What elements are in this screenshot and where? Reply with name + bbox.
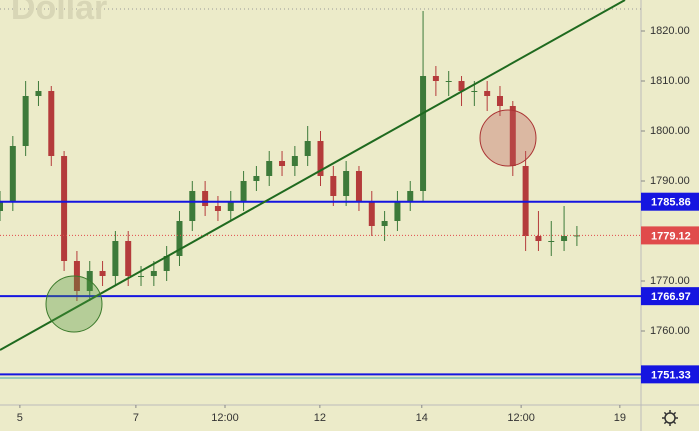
trend-line bbox=[0, 0, 626, 351]
candle-body bbox=[445, 81, 452, 82]
level-label: 1779.12 bbox=[651, 230, 691, 242]
level-label: 1751.33 bbox=[651, 369, 691, 381]
candle-body bbox=[432, 76, 439, 81]
candle-body bbox=[317, 141, 324, 176]
candle-body bbox=[458, 81, 465, 91]
candle-body bbox=[484, 91, 491, 96]
x-tick-label: 19 bbox=[614, 412, 626, 424]
candle-body bbox=[9, 146, 16, 201]
candle-body bbox=[214, 206, 221, 211]
candle-body bbox=[471, 91, 478, 92]
highlight-circle bbox=[45, 275, 103, 333]
level-label: 1785.86 bbox=[651, 197, 691, 209]
candle-body bbox=[548, 241, 555, 242]
candle-body bbox=[150, 271, 157, 276]
candle-body bbox=[407, 191, 414, 201]
x-tick-label: 12:00 bbox=[211, 412, 239, 424]
candle-body bbox=[176, 221, 183, 256]
candle-body bbox=[99, 271, 106, 276]
level-label: 1766.97 bbox=[651, 291, 691, 303]
candle-body bbox=[240, 181, 247, 201]
plot: 1760.001770.001780.001790.001800.001810.… bbox=[0, 11, 699, 424]
level-label-bg bbox=[641, 192, 699, 211]
x-tick-label: 7 bbox=[133, 412, 139, 424]
candle-body bbox=[227, 201, 234, 211]
candle-body bbox=[279, 161, 286, 166]
candle-body bbox=[61, 156, 68, 261]
candle-body bbox=[138, 276, 145, 277]
candle-body bbox=[304, 141, 311, 156]
highlight-circle bbox=[479, 109, 537, 167]
y-tick-label: 1770.00 bbox=[650, 275, 690, 287]
settings-icon[interactable] bbox=[662, 410, 678, 426]
candle-body bbox=[343, 171, 350, 196]
candle-body bbox=[253, 176, 260, 181]
candle-body bbox=[509, 106, 516, 166]
candle-body bbox=[561, 236, 568, 241]
candle-body bbox=[381, 221, 388, 226]
x-tick-label: 5 bbox=[17, 412, 23, 424]
y-tick-label: 1820.00 bbox=[650, 25, 690, 37]
level-label-bg bbox=[641, 287, 699, 306]
candle-body bbox=[0, 201, 3, 211]
y-tick-label: 1790.00 bbox=[650, 175, 690, 187]
candle-body bbox=[48, 91, 55, 156]
x-tick-label: 12:00 bbox=[507, 412, 535, 424]
candle-body bbox=[22, 96, 29, 146]
candle-body bbox=[291, 156, 298, 166]
candle-body bbox=[368, 201, 375, 226]
candle-body bbox=[355, 171, 362, 201]
candle-body bbox=[330, 176, 337, 196]
x-tick-label: 14 bbox=[416, 412, 428, 424]
candle-body bbox=[496, 96, 503, 106]
candle-body bbox=[125, 241, 132, 276]
y-tick-label: 1800.00 bbox=[650, 125, 690, 137]
level-label-bg bbox=[641, 365, 699, 384]
candle-body bbox=[189, 191, 196, 221]
candle-body bbox=[420, 76, 427, 191]
y-tick-label: 1760.00 bbox=[650, 325, 690, 337]
chart-title: . Dollar bbox=[0, 0, 107, 27]
y-tick-label: 1810.00 bbox=[650, 75, 690, 87]
x-tick-label: 12 bbox=[314, 412, 326, 424]
candle-body bbox=[112, 241, 119, 276]
level-label-bg bbox=[641, 226, 699, 245]
candle-body bbox=[202, 191, 209, 206]
candle-body bbox=[266, 161, 273, 176]
candle-body bbox=[35, 91, 42, 96]
candle-body bbox=[163, 256, 170, 271]
candle-body bbox=[394, 201, 401, 221]
candle-body bbox=[535, 236, 542, 241]
